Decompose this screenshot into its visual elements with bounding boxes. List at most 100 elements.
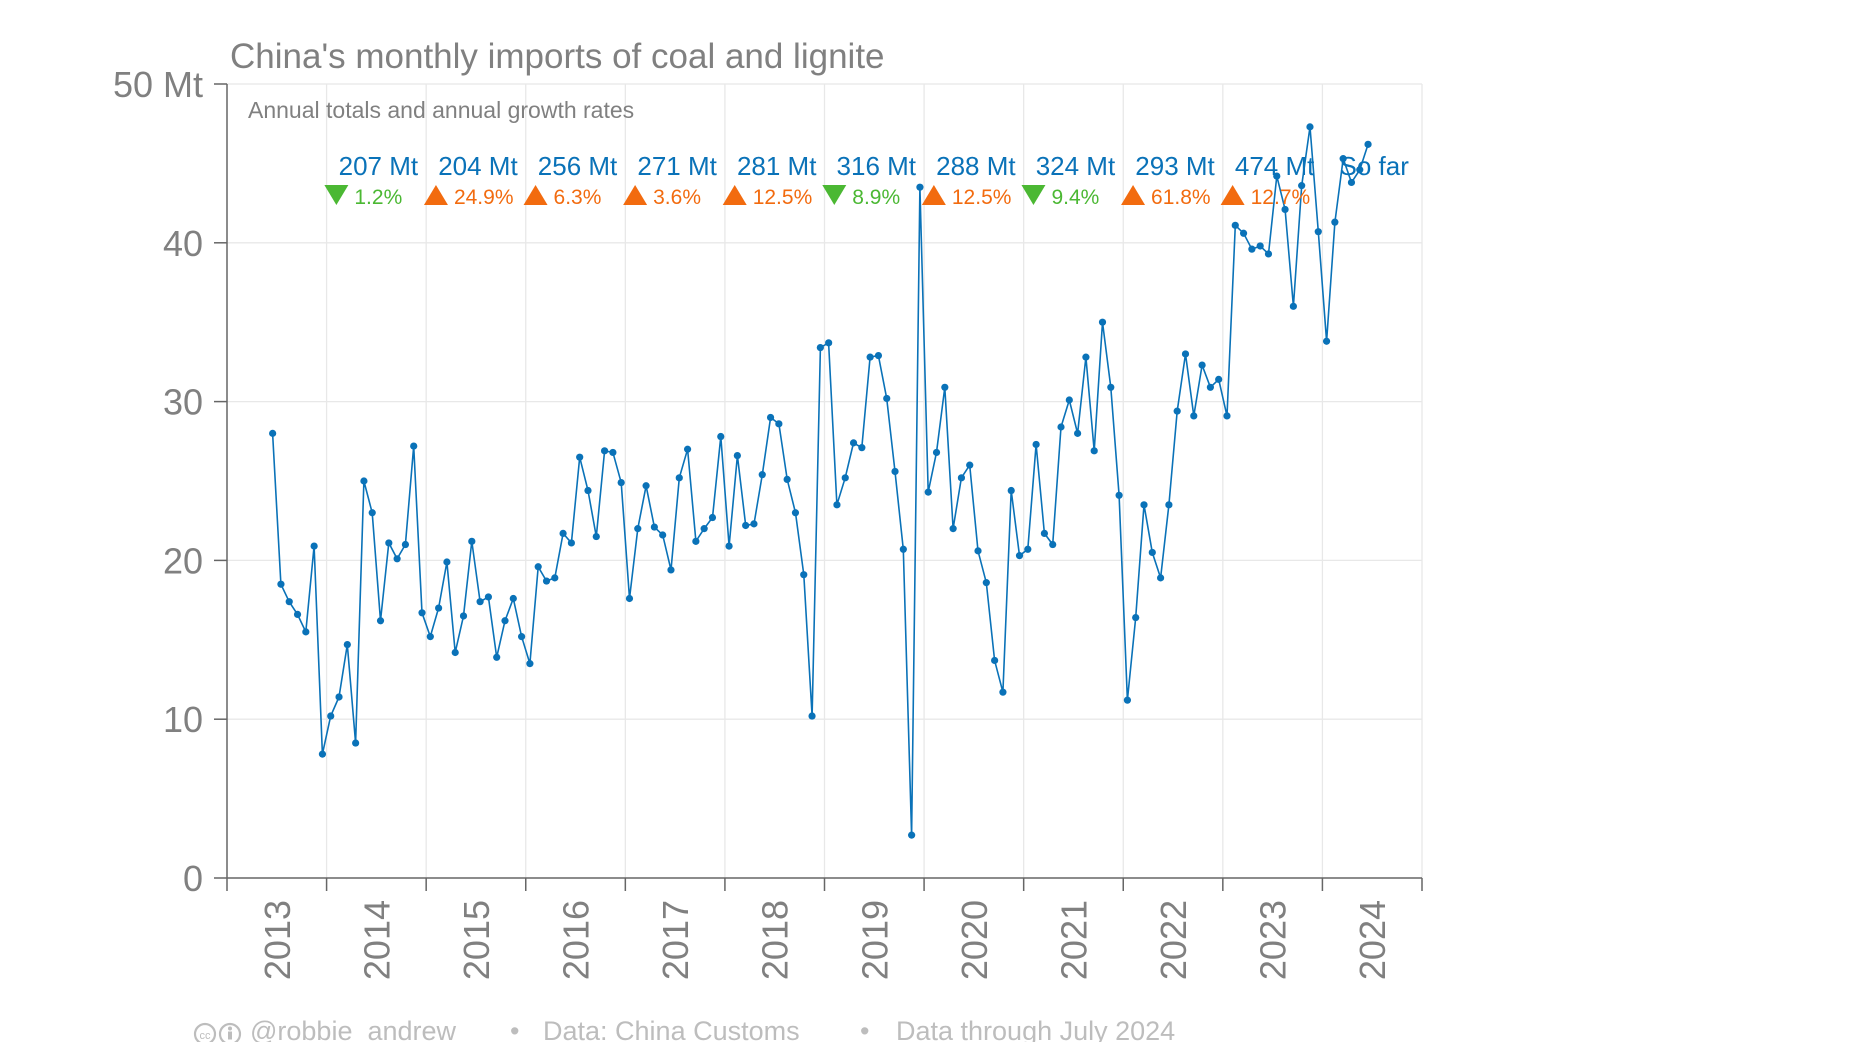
data-point: [825, 339, 833, 347]
footer-source: Data: China Customs: [543, 1016, 800, 1042]
data-point: [683, 445, 692, 453]
x-tick-label: 2013: [257, 900, 298, 980]
data-point: [451, 648, 459, 657]
data-point: [932, 448, 941, 457]
x-tick-label: 2014: [356, 900, 397, 980]
data-point: [841, 474, 849, 482]
data-point: [592, 532, 600, 541]
data-point: [1273, 172, 1281, 180]
annual-growth-2014: 1.2%: [354, 186, 402, 209]
data-point: [1065, 396, 1073, 404]
data-point: [642, 482, 650, 490]
data-point: [1314, 228, 1322, 236]
annual-total-2021: 324 Mt: [1036, 151, 1116, 181]
footer-author: @robbie_andrew: [250, 1016, 457, 1042]
data-point: [1098, 318, 1107, 326]
data-point: [1173, 407, 1181, 415]
x-tick-label: 2024: [1352, 900, 1393, 980]
grid: [227, 83, 1423, 878]
annual-total-2014: 207 Mt: [339, 151, 419, 181]
y-tick-label: 50 Mt: [113, 64, 203, 105]
chart-title: China's monthly imports of coal and lign…: [230, 37, 885, 76]
growth-down-icon: [1021, 185, 1046, 205]
data-point: [426, 633, 434, 641]
annual-growth-2017: 3.6%: [653, 186, 701, 209]
data-point: [1123, 696, 1131, 704]
data-point: [1140, 501, 1148, 509]
x-axis-ticks: 2013 2014 2015 2016 2017 2018 2019 2020 2021 2022…: [257, 900, 1393, 980]
growth-up-icon: [1121, 185, 1146, 205]
data-point: [534, 563, 542, 571]
y-tick-label: 20: [163, 540, 203, 581]
data-point: [717, 432, 725, 441]
x-tick-label: 2019: [854, 900, 895, 980]
data-point: [675, 474, 683, 482]
data-point: [293, 610, 302, 618]
growth-up-icon: [1220, 185, 1245, 205]
x-tick-label: 2015: [456, 900, 497, 980]
annual-total-2016: 256 Mt: [538, 151, 618, 181]
footer-separator-1: •: [510, 1016, 519, 1042]
data-point: [708, 513, 717, 522]
annual-growth-2019: 8.9%: [852, 186, 900, 209]
data-point: [360, 477, 368, 485]
data-point: [600, 447, 609, 455]
data-point: [625, 594, 634, 603]
data-point: [1298, 182, 1306, 190]
x-tick-label: 2020: [954, 900, 995, 980]
y-tick-label: 10: [163, 699, 203, 740]
data-point: [866, 353, 874, 361]
data-point: [310, 542, 318, 550]
data-point: [891, 467, 899, 476]
data-point: [1322, 337, 1331, 345]
data-point: [468, 537, 476, 545]
data-point: [1074, 429, 1082, 437]
y-axis-ticks: 0 10 20 30 40 50 Mt: [113, 64, 203, 899]
data-point: [385, 539, 393, 547]
data-point: [285, 598, 293, 606]
data-point: [908, 831, 916, 839]
growth-up-icon: [722, 185, 747, 205]
data-point: [368, 509, 376, 517]
series-monthly-imports: [269, 123, 1372, 839]
data-point: [916, 183, 924, 191]
data-point: [700, 525, 708, 533]
data-point: [1331, 218, 1339, 226]
data-point: [1049, 540, 1057, 549]
data-point: [1239, 229, 1248, 237]
data-point: [1082, 353, 1090, 361]
data-point: [509, 594, 517, 603]
data-point: [1007, 486, 1015, 495]
data-point: [1347, 178, 1356, 187]
data-point: [343, 640, 351, 649]
data-point: [443, 558, 451, 566]
growth-up-icon: [523, 185, 548, 205]
y-tick-label: 40: [163, 223, 203, 264]
x-tick-label: 2016: [556, 900, 597, 980]
growth-up-icon: [921, 185, 946, 205]
annual-total-2020: 288 Mt: [936, 151, 1016, 181]
data-point: [1165, 501, 1173, 509]
footer-separator-2: •: [860, 1016, 869, 1042]
x-tick-label: 2021: [1053, 900, 1094, 980]
data-point: [484, 593, 493, 601]
data-point: [277, 580, 285, 588]
data-point: [1256, 242, 1264, 250]
data-point: [435, 604, 443, 612]
data-point: [393, 555, 401, 563]
data-point: [924, 488, 932, 496]
data-point: [418, 609, 426, 617]
data-point: [1364, 140, 1372, 148]
data-point: [742, 521, 750, 530]
data-point: [750, 520, 758, 528]
data-point: [957, 474, 966, 482]
data-point: [1215, 375, 1223, 383]
footer: cc @robbie_andrew • Data: China Customs …: [193, 1016, 1175, 1042]
data-point: [1289, 302, 1297, 310]
svg-text:cc: cc: [200, 1030, 212, 1042]
annual-total-2024: So far: [1340, 151, 1410, 181]
data-point: [476, 598, 484, 606]
annual-growth-2023: 12.7%: [1251, 186, 1311, 209]
data-point: [974, 547, 982, 555]
